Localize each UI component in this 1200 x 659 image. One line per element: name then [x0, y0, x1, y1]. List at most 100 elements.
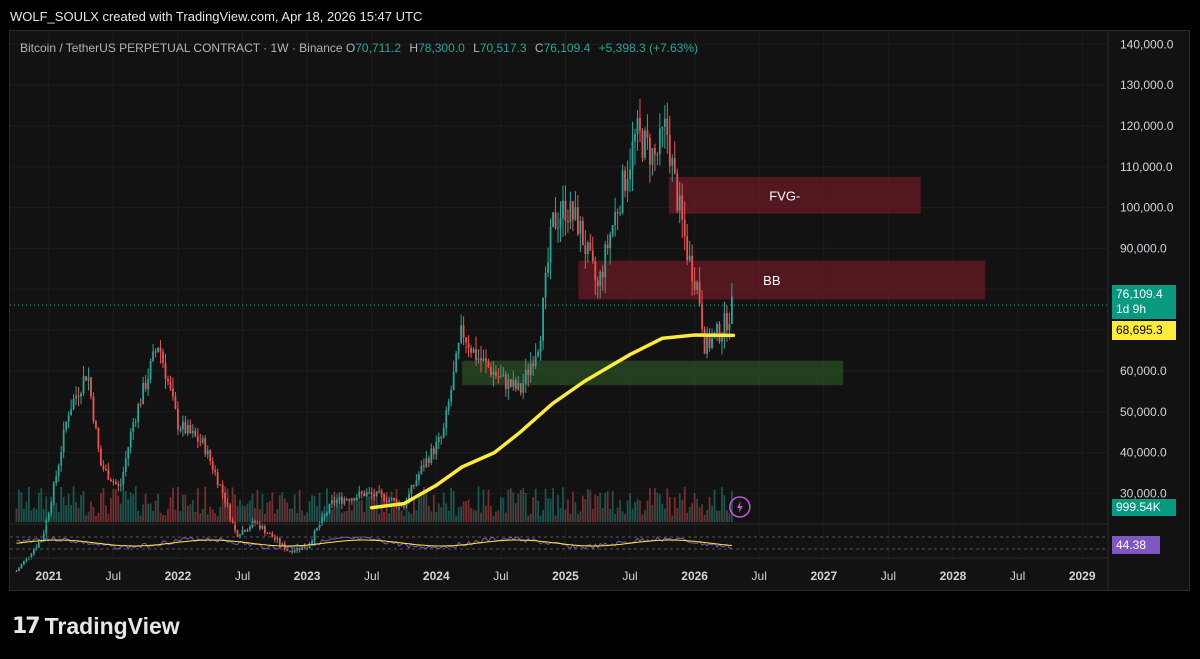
volume-bar: [60, 486, 63, 522]
candle-body: [194, 431, 197, 437]
volume-bar: [589, 490, 592, 522]
volume-bar: [254, 508, 256, 522]
candle-body: [186, 425, 189, 434]
candle-body: [529, 363, 532, 375]
volume-bar: [730, 490, 733, 522]
candle-body: [18, 568, 20, 572]
candle-body: [527, 369, 530, 375]
candle-body: [378, 491, 381, 493]
candle-body: [112, 481, 115, 483]
candle-body: [60, 452, 63, 466]
candle-body: [678, 195, 681, 211]
volume-bar: [326, 488, 328, 522]
candle-body: [211, 461, 214, 471]
candle-body: [70, 409, 73, 416]
volume-bar: [263, 513, 266, 522]
candle-body: [139, 404, 142, 406]
volume-bar: [482, 489, 485, 522]
volume-bar: [132, 494, 135, 522]
volume-bar: [291, 508, 294, 522]
high-label: H: [409, 41, 419, 55]
volume-bar: [683, 486, 686, 522]
volume-bar: [70, 505, 73, 522]
candle-body: [316, 527, 318, 531]
candle-body: [169, 381, 172, 389]
alert-lightning-icon[interactable]: [729, 496, 751, 518]
candle-body: [569, 201, 572, 223]
tradingview-footer[interactable]: 17 TradingView: [12, 613, 180, 640]
candle-body: [355, 497, 358, 501]
volume-bar: [559, 508, 562, 522]
volume-bar: [37, 492, 40, 522]
volume-bar: [308, 501, 311, 522]
volume-bar: [517, 493, 520, 522]
volume-bar: [57, 512, 60, 522]
volume-bar: [313, 496, 316, 522]
candle-body: [199, 441, 202, 443]
candle-body: [45, 519, 48, 534]
zone-bb: [578, 260, 986, 300]
candle-body: [663, 118, 666, 127]
volume-bar: [569, 513, 572, 522]
open-label: O: [345, 41, 356, 55]
candle-body: [507, 379, 510, 390]
candle-body: [641, 130, 644, 158]
volume-bar: [214, 513, 217, 522]
candle-body: [313, 530, 316, 541]
volume-bar: [487, 489, 490, 522]
candle-body: [134, 421, 137, 423]
volume-bar: [77, 508, 80, 522]
volume-bar: [321, 510, 323, 522]
candle-body: [405, 502, 408, 507]
candle-body: [447, 401, 450, 411]
volume-bar: [378, 514, 381, 522]
candle-body: [360, 491, 363, 494]
volume-bar: [527, 515, 530, 522]
volume-bar: [450, 487, 453, 522]
volume-bar: [688, 506, 691, 522]
low-value: 70,517.3: [479, 41, 527, 55]
candle-body: [301, 546, 304, 551]
candle-body: [104, 469, 107, 471]
y-tick-label: 110,000.0: [1120, 160, 1173, 174]
volume-bar: [547, 498, 549, 522]
candle-body: [614, 212, 617, 226]
rsi-tag: 44.38: [1112, 536, 1160, 554]
volume-bar: [27, 486, 30, 522]
volume-bar: [129, 492, 132, 522]
candle-body: [37, 542, 40, 548]
candle-body: [549, 226, 552, 263]
chart-panel[interactable]: [9, 30, 1190, 591]
candle-body: [557, 227, 559, 229]
candle-body: [576, 207, 579, 235]
volume-bar: [122, 488, 125, 522]
volume-bar: [219, 506, 222, 522]
candle-body: [457, 342, 460, 354]
candle-body: [137, 404, 140, 422]
volume-bar: [653, 488, 656, 522]
volume-bar: [564, 509, 567, 522]
volume-bar: [340, 512, 343, 522]
volume-bar: [147, 504, 150, 522]
volume-bar: [67, 493, 70, 522]
volume-bar: [333, 491, 336, 522]
volume-bar: [25, 501, 28, 522]
volume-bar: [209, 506, 212, 522]
candle-body: [480, 358, 482, 361]
candle-body: [728, 323, 731, 331]
volume-bar: [82, 491, 85, 522]
volume-bar: [92, 507, 95, 522]
candle-body: [236, 530, 239, 537]
candle-body: [455, 353, 458, 372]
volume-bar: [80, 495, 82, 522]
volume-bar: [599, 492, 602, 522]
candle-body: [231, 519, 234, 523]
candle-body: [422, 465, 425, 467]
volume-bar: [162, 515, 164, 522]
candle-body: [522, 383, 525, 393]
volume-bar: [579, 511, 582, 522]
volume-bar: [114, 489, 117, 522]
volume-bar: [495, 511, 497, 522]
candle-body: [586, 242, 589, 255]
